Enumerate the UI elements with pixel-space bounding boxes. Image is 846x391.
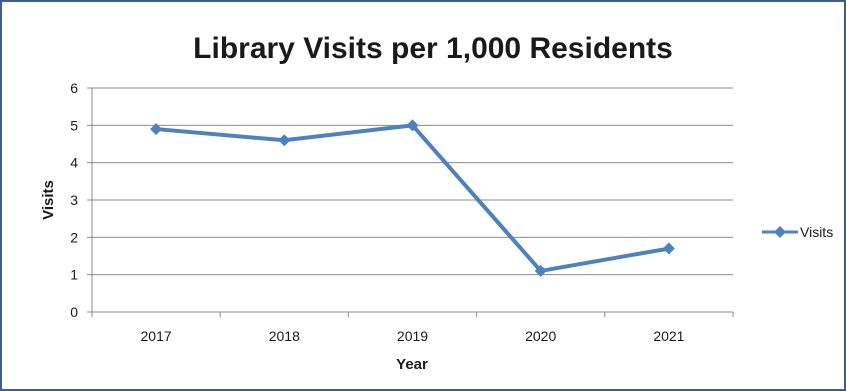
y-tick-label: 2 xyxy=(70,229,78,245)
data-point-2020 xyxy=(534,264,547,277)
data-point-2021 xyxy=(662,242,675,255)
y-tick-label: 3 xyxy=(70,192,78,208)
y-tick-label: 5 xyxy=(70,117,78,133)
y-tick-label: 0 xyxy=(70,304,78,320)
legend: Visits xyxy=(762,224,833,240)
data-point-2019 xyxy=(406,119,419,132)
y-tick-label: 1 xyxy=(70,267,78,283)
y-tick-label: 4 xyxy=(70,155,78,171)
series-line xyxy=(155,123,670,273)
x-tick-label: 2020 xyxy=(525,328,556,344)
axes: 0 1 2 3 4 5 6 2017 2018 2019 2020 2021 xyxy=(70,80,734,344)
legend-label: Visits xyxy=(800,224,833,240)
x-tick-label: 2017 xyxy=(141,328,172,344)
chart-title: Library Visits per 1,000 Residents xyxy=(193,32,673,65)
x-tick-label: 2019 xyxy=(397,328,428,344)
x-axis-title: Year xyxy=(396,356,428,373)
data-point-2017 xyxy=(150,123,163,136)
data-point-2018 xyxy=(278,134,291,147)
series-visits xyxy=(150,119,675,277)
y-tick-label: 6 xyxy=(70,80,78,96)
x-tick-label: 2021 xyxy=(653,328,684,344)
x-tick-label: 2018 xyxy=(269,328,300,344)
gridlines xyxy=(92,87,733,276)
y-axis-title: Visits xyxy=(40,180,57,220)
legend-marker xyxy=(774,226,786,238)
